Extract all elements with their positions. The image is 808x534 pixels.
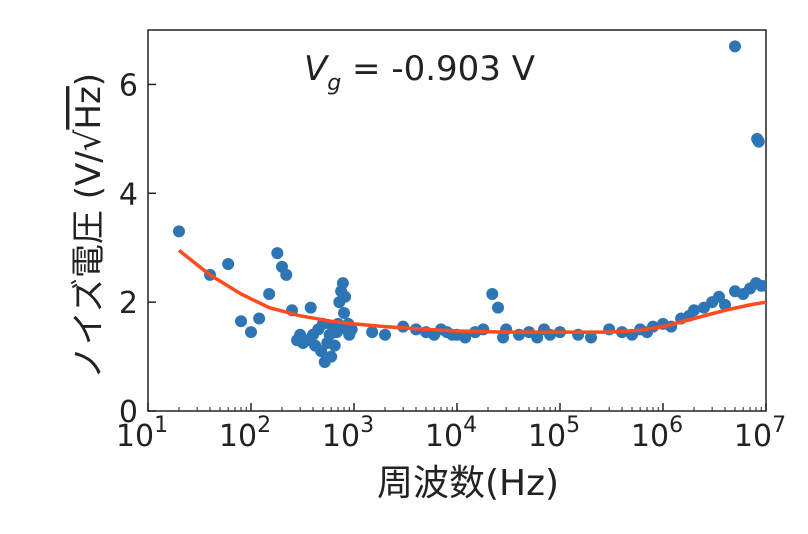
x-tick-base: 10 — [734, 419, 772, 454]
y-label-prefix: ノイズ電圧 (V/ — [69, 151, 109, 379]
y-tick-label: 0 — [119, 395, 138, 430]
data-point — [477, 323, 490, 336]
data-point — [459, 331, 472, 344]
x-tick-label: 105 — [528, 413, 580, 454]
data-points — [173, 40, 766, 369]
data-point — [253, 312, 266, 325]
x-tick-base: 10 — [116, 419, 154, 454]
data-point — [531, 331, 544, 344]
x-tick-exponent: 4 — [463, 413, 477, 438]
data-point — [271, 247, 284, 260]
data-point — [491, 301, 504, 314]
x-tick-label: 104 — [425, 413, 477, 454]
data-point — [328, 339, 341, 352]
data-point — [585, 331, 598, 344]
y-axis-label-group: ノイズ電圧 (V/√Hz) — [69, 73, 109, 379]
annotation-rest: = -0.903 V — [341, 49, 535, 89]
data-point — [336, 277, 349, 290]
plot-frame — [147, 29, 767, 412]
data-point — [366, 326, 379, 339]
x-tick-label: 102 — [219, 413, 271, 454]
data-point — [245, 326, 257, 339]
x-tick-base: 10 — [631, 419, 669, 454]
x-tick-base: 10 — [425, 419, 463, 454]
data-point — [339, 290, 352, 303]
data-point — [728, 40, 741, 53]
y-axis-label: ノイズ電圧 (V/√Hz) — [69, 73, 109, 379]
data-point — [760, 279, 766, 292]
x-tick-label: 101 — [116, 413, 168, 454]
data-point — [345, 323, 358, 336]
data-point — [325, 350, 338, 363]
fit-curve-layer — [177, 249, 766, 334]
data-point — [173, 225, 186, 238]
x-tick-exponent: 7 — [772, 413, 786, 438]
data-point — [222, 258, 235, 271]
x-tick-exponent: 2 — [257, 413, 271, 438]
y-label-root: √ — [69, 129, 109, 151]
x-tick-exponent: 3 — [360, 413, 374, 438]
annotation-sub: g — [327, 71, 341, 96]
annotation-var: V — [304, 49, 330, 89]
x-tick-base: 10 — [528, 419, 566, 454]
data-point — [486, 287, 499, 300]
x-tick-exponent: 5 — [566, 413, 580, 438]
x-tick-base: 10 — [322, 419, 360, 454]
data-point — [263, 287, 276, 300]
y-label-root-arg: Hz — [69, 86, 109, 129]
data-point — [315, 345, 328, 358]
x-tick-exponent: 1 — [154, 413, 168, 438]
x-tick-exponent: 6 — [669, 413, 683, 438]
x-axis-label: 周波数(Hz) — [377, 463, 559, 504]
data-point — [688, 304, 701, 317]
data-point — [752, 135, 765, 148]
x-tick-label: 103 — [322, 413, 374, 454]
data-point — [235, 315, 248, 328]
data-point — [379, 328, 392, 341]
x-tick-base: 10 — [219, 419, 257, 454]
y-tick-label: 4 — [119, 177, 138, 212]
x-tick-label: 106 — [631, 413, 683, 454]
annotation-gate-voltage: Vg = -0.903 V — [304, 49, 535, 96]
x-tick-label: 107 — [734, 413, 786, 454]
data-point — [304, 301, 317, 314]
data-point — [338, 307, 351, 320]
y-tick-label: 2 — [119, 286, 138, 321]
data-point — [280, 268, 293, 281]
y-tick-label: 6 — [119, 68, 138, 103]
fit-curve — [177, 249, 766, 334]
y-label-suffix: ) — [69, 73, 109, 86]
